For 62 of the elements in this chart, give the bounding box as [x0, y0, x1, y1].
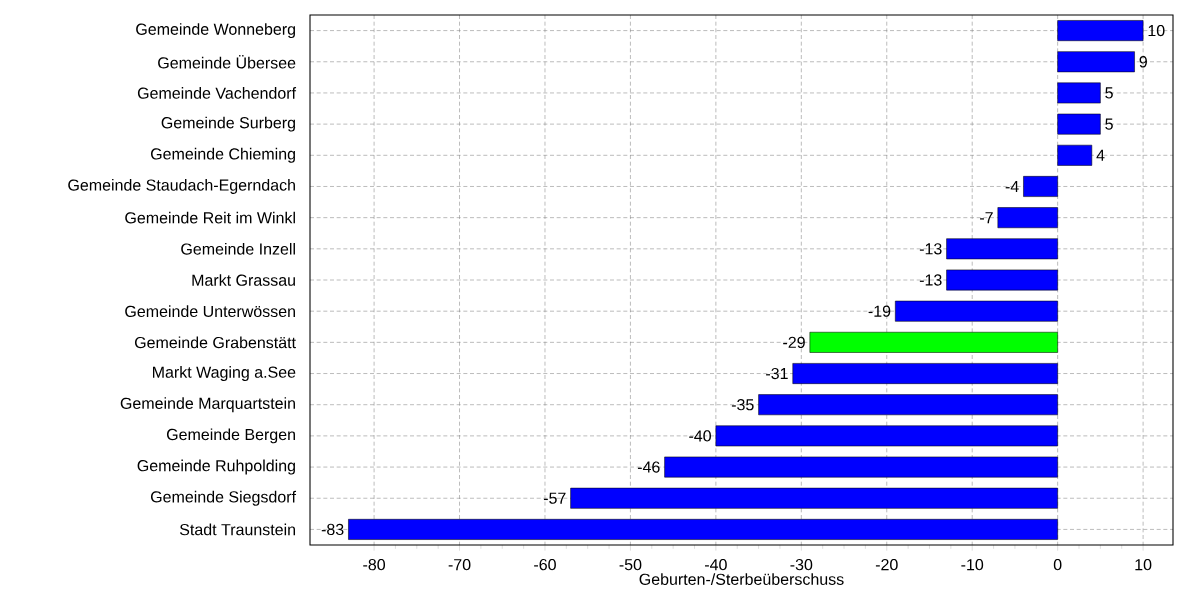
x-tick-label: -20	[875, 558, 898, 571]
bar	[1023, 176, 1058, 197]
data-label: -7	[980, 212, 993, 224]
y-tick-label: Gemeinde Surberg	[161, 116, 295, 132]
bar	[1057, 51, 1135, 73]
data-label: -13	[919, 274, 942, 286]
y-tick-label: Gemeinde Marquartstein	[120, 397, 295, 413]
data-label: 9	[1139, 56, 1147, 68]
y-tick-label: Gemeinde Inzell	[181, 242, 295, 255]
y-tick-label: Gemeinde Unterwössen	[125, 305, 295, 318]
bar	[946, 269, 1058, 291]
data-label: -4	[1005, 180, 1019, 192]
data-label: 4	[1096, 149, 1105, 161]
x-tick-label: 0	[1053, 558, 1062, 571]
y-tick-label: Gemeinde Grabenstätt	[134, 336, 296, 349]
x-tick-label: -40	[705, 558, 727, 571]
x-tick-label: -80	[363, 558, 386, 571]
bar	[1057, 82, 1101, 104]
data-label: -40	[689, 430, 711, 442]
data-label: -35	[731, 399, 754, 411]
y-tick-label: Gemeinde Bergen	[166, 428, 295, 444]
y-tick-label: Gemeinde Chieming	[150, 147, 295, 163]
y-tick-label: Markt Grassau	[192, 274, 295, 286]
bar	[1057, 20, 1144, 41]
bar	[792, 363, 1058, 384]
x-tick-label: 10	[1135, 558, 1152, 571]
bar	[895, 300, 1058, 322]
y-tick-label: Gemeinde Ruhpolding	[137, 459, 295, 475]
bar	[570, 487, 1058, 509]
y-tick-label: Markt Waging a.See	[153, 366, 296, 381]
bar	[946, 238, 1058, 260]
y-tick-label: Gemeinde Übersee	[158, 55, 296, 69]
bar	[1057, 113, 1101, 135]
bar	[1057, 144, 1093, 166]
bar	[715, 425, 1058, 447]
x-tick-label: -60	[534, 558, 556, 571]
bar	[758, 394, 1058, 416]
bar	[664, 456, 1058, 478]
data-label: 5	[1105, 118, 1113, 130]
y-tick-label: Gemeinde Wonneberg	[136, 23, 295, 39]
x-tick-label: -70	[448, 558, 471, 571]
data-label: -19	[868, 305, 891, 317]
y-tick-label: Gemeinde Vachendorf	[137, 87, 297, 99]
data-label: -29	[783, 336, 805, 349]
data-label: 5	[1105, 87, 1113, 99]
data-label: -57	[543, 492, 566, 504]
y-tick-label: Gemeinde Reit im Winkl	[125, 211, 295, 224]
bar	[809, 331, 1058, 353]
data-label: -46	[637, 461, 660, 473]
data-label: -13	[919, 243, 942, 255]
bar	[348, 519, 1058, 540]
x-axis-title: Geburten-/Sterbeüberschuss	[639, 573, 844, 585]
bar	[997, 207, 1058, 229]
x-tick-label: -30	[790, 558, 813, 571]
y-tick-label: Stadt Traunstein	[179, 523, 296, 536]
data-label: 10	[1148, 24, 1165, 37]
data-label: -31	[766, 367, 788, 380]
x-tick-label: -10	[961, 558, 984, 571]
data-label: -83	[321, 523, 344, 536]
y-tick-label: Gemeinde Siegsdorf	[150, 490, 297, 506]
x-tick-label: -50	[619, 558, 642, 571]
y-tick-label: Gemeinde Staudach-Egerndach	[68, 179, 295, 194]
